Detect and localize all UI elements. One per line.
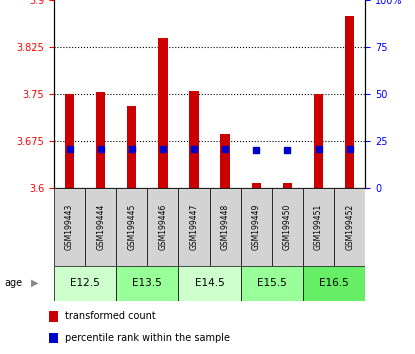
Text: ▶: ▶ [31, 278, 39, 288]
Text: transformed count: transformed count [65, 312, 156, 321]
Bar [116, 266, 178, 301]
Bar [345, 16, 354, 188]
Text: percentile rank within the sample: percentile rank within the sample [65, 333, 230, 343]
Text: GSM199450: GSM199450 [283, 203, 292, 250]
Bar [210, 188, 241, 266]
Text: GSM199446: GSM199446 [159, 203, 167, 250]
Bar [178, 188, 210, 266]
Text: GSM199443: GSM199443 [65, 203, 74, 250]
Text: GSM199445: GSM199445 [127, 203, 136, 250]
Bar [158, 38, 168, 188]
Bar [303, 266, 365, 301]
Bar [334, 188, 365, 266]
Bar [303, 188, 334, 266]
Bar [49, 333, 59, 343]
Bar [241, 266, 303, 301]
Text: E15.5: E15.5 [257, 278, 287, 288]
Text: GSM199447: GSM199447 [190, 203, 198, 250]
Text: E12.5: E12.5 [70, 278, 100, 288]
Text: GSM199451: GSM199451 [314, 204, 323, 250]
Bar [189, 91, 199, 188]
Text: GSM199449: GSM199449 [252, 203, 261, 250]
Text: E16.5: E16.5 [319, 278, 349, 288]
Bar [116, 188, 147, 266]
Text: GSM199452: GSM199452 [345, 204, 354, 250]
Bar [54, 266, 116, 301]
Bar [314, 94, 323, 188]
Bar [49, 312, 59, 322]
Bar [283, 183, 292, 188]
Bar [85, 188, 116, 266]
Text: E14.5: E14.5 [195, 278, 225, 288]
Bar [178, 266, 241, 301]
Text: GSM199448: GSM199448 [221, 204, 229, 250]
Bar [241, 188, 272, 266]
Text: E13.5: E13.5 [132, 278, 162, 288]
Bar [220, 135, 230, 188]
Bar [272, 188, 303, 266]
Text: GSM199444: GSM199444 [96, 203, 105, 250]
Bar [96, 92, 105, 188]
Text: age: age [4, 278, 22, 288]
Bar [251, 183, 261, 188]
Bar [147, 188, 178, 266]
Bar [127, 106, 137, 188]
Bar [54, 188, 85, 266]
Bar [65, 94, 74, 188]
